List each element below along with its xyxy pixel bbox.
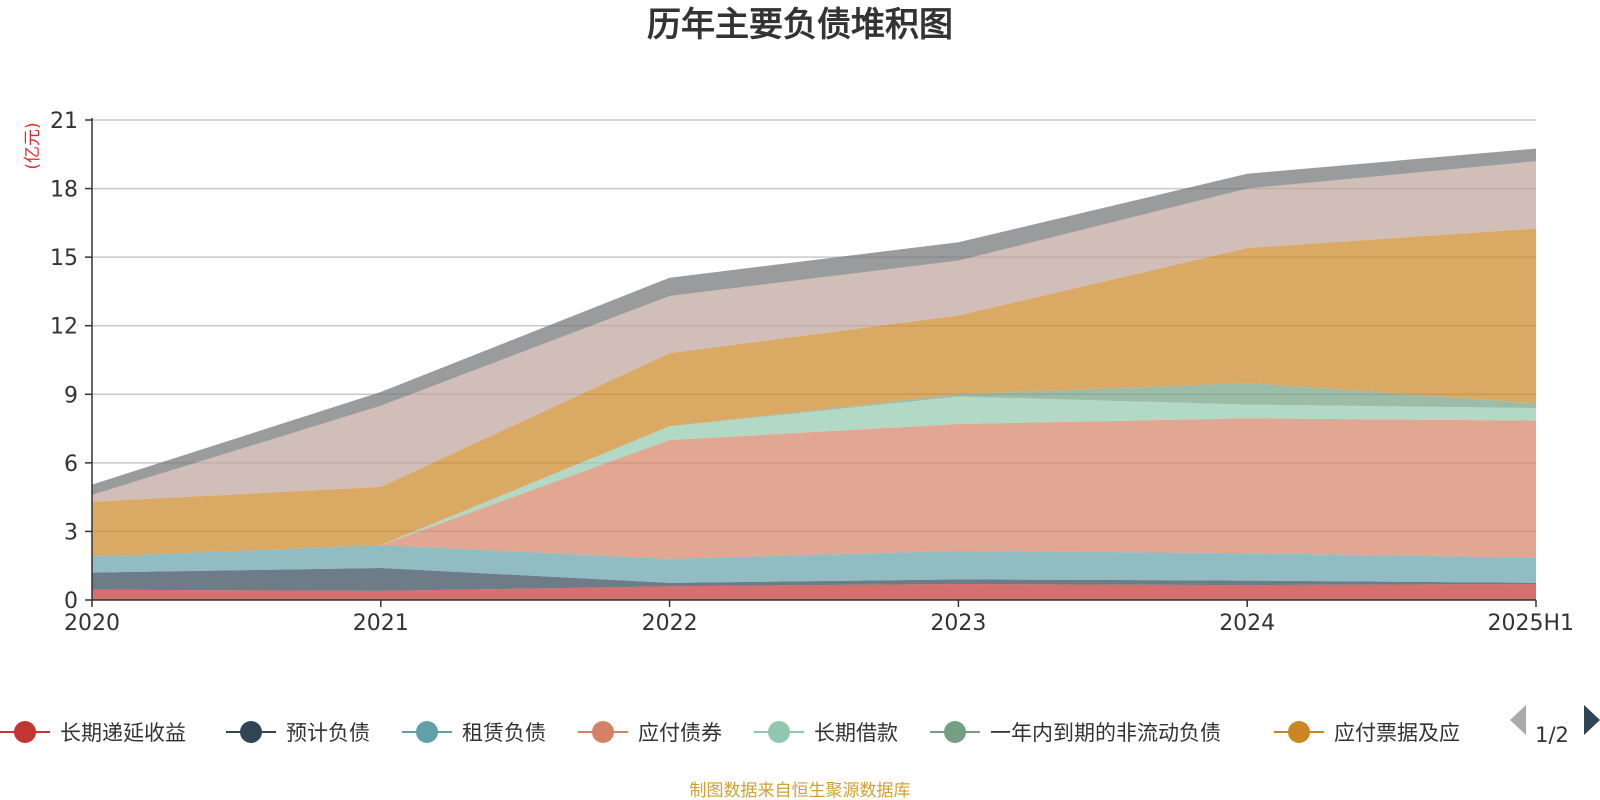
y-tick-label: 15: [50, 246, 78, 271]
y-tick-label: 3: [64, 520, 78, 545]
legend-prev-page-icon[interactable]: [1510, 705, 1526, 735]
legend-label: 预计负债: [286, 721, 370, 745]
area-series-2: [92, 545, 1536, 583]
area-series-5: [92, 382, 1536, 557]
x-tick-label: 2024: [1219, 611, 1275, 636]
chart-title: 历年主要负债堆积图: [647, 5, 953, 45]
legend-marker-icon: [944, 721, 966, 743]
legend-item-5[interactable]: 一年内到期的非流动负债: [930, 721, 1221, 745]
y-tick-label: 9: [64, 383, 78, 408]
legend-next-page-icon[interactable]: [1584, 705, 1600, 735]
legend: 长期递延收益 预计负债 租赁负债 应付债券 长期借款 一年内到期的非流动负债 应付票据及应: [0, 721, 1460, 745]
legend-item-3[interactable]: 应付债券: [578, 721, 722, 745]
legend-item-1[interactable]: 预计负债: [226, 721, 370, 745]
legend-marker-icon: [14, 721, 36, 743]
area-series-1: [92, 568, 1536, 591]
area-series-6: [92, 228, 1536, 557]
legend-pager: 1/2: [1510, 705, 1600, 747]
legend-marker-icon: [1288, 721, 1310, 743]
area-series-4: [92, 396, 1536, 557]
legend-marker-icon: [592, 721, 614, 743]
y-tick-label: 21: [50, 109, 78, 134]
x-tick-label: 2023: [930, 611, 986, 636]
y-tick-label: 18: [50, 178, 78, 203]
x-tick-label: 2025H1: [1487, 611, 1574, 636]
legend-item-0[interactable]: 长期递延收益: [0, 721, 186, 745]
axes: 2020 2021 2022 2023 2024 2025H1: [64, 118, 1574, 636]
legend-label: 长期借款: [814, 721, 898, 745]
legend-marker-icon: [768, 721, 790, 743]
x-tick-label: 2020: [64, 611, 120, 636]
legend-item-4[interactable]: 长期借款: [754, 721, 898, 745]
y-axis-unit-label: (亿元): [23, 122, 43, 169]
area-series-3: [92, 418, 1536, 559]
legend-label: 应付票据及应: [1334, 721, 1460, 745]
legend-label: 一年内到期的非流动负债: [990, 721, 1221, 745]
legend-marker-icon: [240, 721, 262, 743]
y-tick-label: 0: [64, 589, 78, 614]
y-tick-label: 6: [64, 452, 78, 477]
area-series-0: [92, 584, 1536, 600]
data-source-note: 制图数据来自恒生聚源数据库: [690, 781, 911, 800]
legend-label: 应付债券: [638, 721, 722, 745]
area-series-7: [92, 161, 1536, 502]
x-tick-label: 2021: [353, 611, 409, 636]
legend-page-indicator: 1/2: [1535, 723, 1569, 747]
legend-item-6[interactable]: 应付票据及应: [1274, 721, 1460, 745]
y-tick-label: 12: [50, 315, 78, 340]
legend-label: 租赁负债: [462, 721, 546, 745]
legend-marker-icon: [416, 721, 438, 743]
legend-item-2[interactable]: 租赁负债: [402, 721, 546, 745]
stacked-areas: [92, 148, 1536, 600]
legend-label: 长期递延收益: [60, 721, 186, 745]
x-tick-label: 2022: [642, 611, 698, 636]
